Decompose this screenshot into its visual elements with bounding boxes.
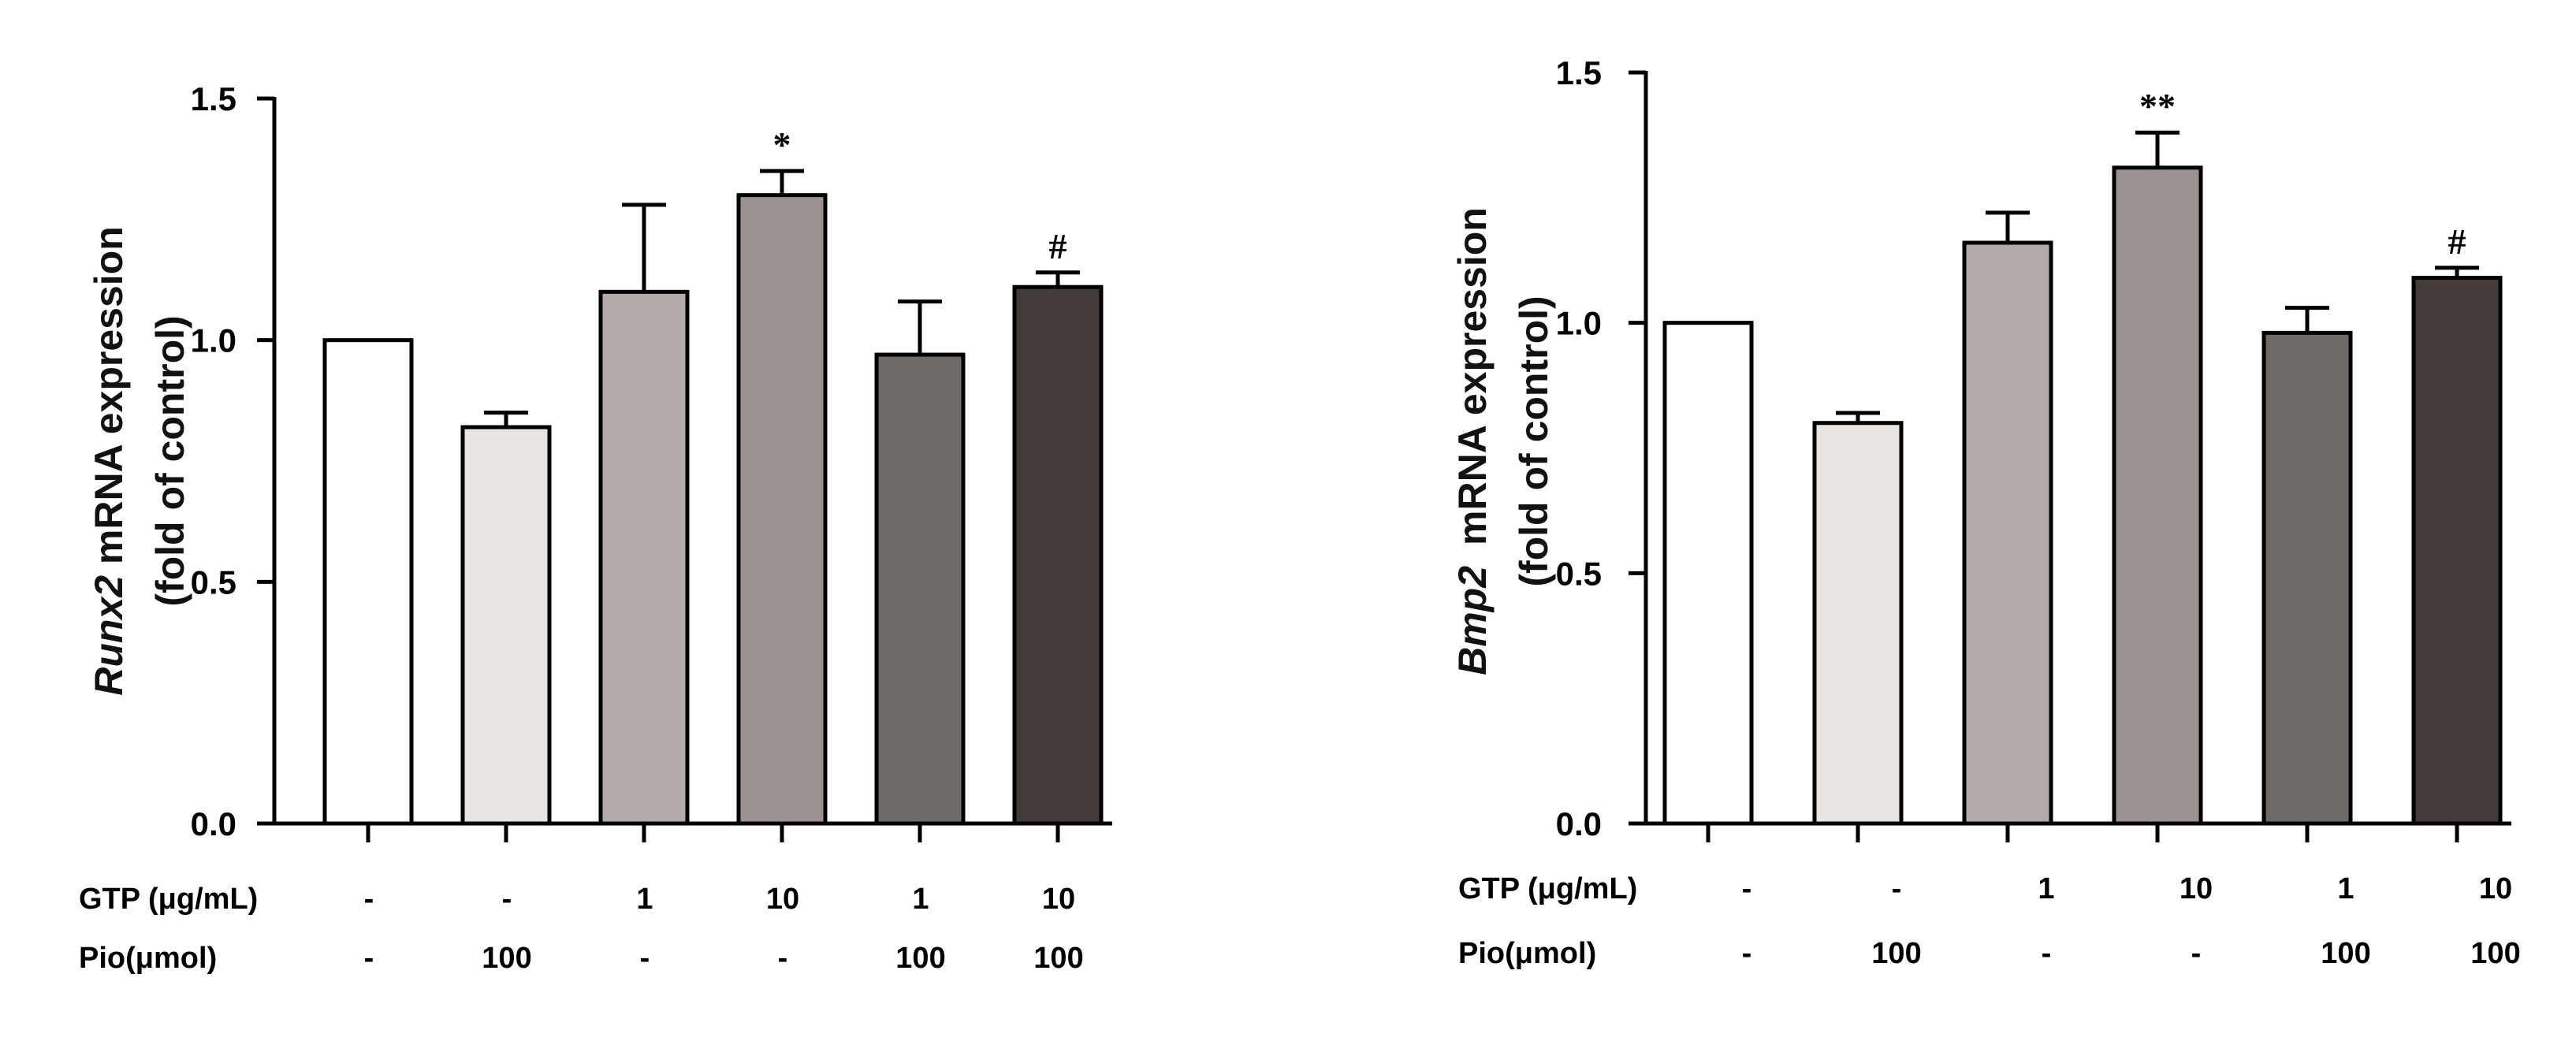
bar <box>1962 240 2053 826</box>
pio-condition-value: - <box>1742 937 1752 970</box>
y-tick-label: 0.0 <box>191 805 236 842</box>
y-axis-title-line2: (fold of control) <box>148 315 192 606</box>
pio-condition-value: - <box>640 942 650 975</box>
pio-condition-value: 100 <box>1871 937 1921 970</box>
bar <box>460 425 552 826</box>
pio-condition-value: - <box>2042 937 2052 970</box>
pio-row-label: Pio(μmol) <box>1458 937 1596 970</box>
y-axis-gene: Runx2 <box>87 575 131 696</box>
gtp-condition-value: 1 <box>636 883 653 916</box>
gtp-condition-value: - <box>364 883 374 916</box>
gtp-condition-value: 10 <box>1042 883 1075 916</box>
gtp-condition-value: 10 <box>2180 872 2213 905</box>
gtp-row-label: GTP (μg/mL) <box>1458 872 1637 905</box>
panel-a: Runx2 mRNA expression (fold of control)0.… <box>79 80 1112 975</box>
pio-condition-value: - <box>2191 937 2202 970</box>
gtp-condition-value: 1 <box>2337 872 2354 905</box>
gtp-row-label: GTP (μg/mL) <box>79 883 258 916</box>
y-tick-label: 1.5 <box>1556 54 1602 91</box>
pio-condition-value: 100 <box>895 942 945 975</box>
bar <box>736 193 828 826</box>
bar <box>2411 275 2503 826</box>
gtp-condition-value: - <box>1892 872 1902 905</box>
gtp-condition-value: - <box>1742 872 1752 905</box>
pio-condition-value: 100 <box>482 942 531 975</box>
pio-condition-value: - <box>778 942 788 975</box>
y-axis-gene: Bmp2 <box>1450 566 1495 675</box>
bar <box>2112 165 2203 826</box>
y-tick-label: 1.0 <box>191 322 236 359</box>
bar <box>1012 284 1104 826</box>
panel-b: Bmp2 mRNA expression (fold of control) 0.0 0… <box>1450 54 2521 970</box>
gtp-condition-value: - <box>502 883 512 916</box>
gtp-condition-value: 10 <box>2479 872 2512 905</box>
gtp-condition-value: 1 <box>2038 872 2054 905</box>
bar <box>322 338 414 826</box>
y-tick-label: 0.5 <box>191 563 236 600</box>
y-axis-title-line2: (fold of control) <box>1512 296 1556 586</box>
y-axis-title-rest: mRNA expression <box>1450 207 1495 545</box>
pio-condition-value: 100 <box>2470 937 2520 970</box>
bar <box>2261 330 2353 826</box>
y-axis-title: Runx2 mRNA expression <box>87 226 131 696</box>
y-axis-title-rest: mRNA expression <box>87 226 131 575</box>
y-axis-title: Bmp2 mRNA expression <box>1450 207 1495 675</box>
y-tick-label: 1.0 <box>1556 305 1602 342</box>
pio-condition-value: 100 <box>2321 937 2370 970</box>
bar <box>874 352 966 826</box>
significance-marker: # <box>2448 221 2466 262</box>
significance-marker: * <box>773 125 791 165</box>
bar <box>1812 421 1904 826</box>
significance-marker: ** <box>2139 86 2176 126</box>
pio-condition-value: - <box>364 942 374 975</box>
y-tick-label: 0.5 <box>1556 555 1602 592</box>
gtp-condition-value: 10 <box>766 883 799 916</box>
bar <box>1662 321 1754 826</box>
y-tick-label: 0.0 <box>1556 805 1602 842</box>
significance-marker: # <box>1049 226 1067 266</box>
gtp-condition-value: 1 <box>912 883 929 916</box>
y-tick-label: 1.5 <box>191 80 236 117</box>
pio-row-label: Pio(μmol) <box>79 942 217 975</box>
bar <box>598 289 690 826</box>
pio-condition-value: 100 <box>1033 942 1083 975</box>
